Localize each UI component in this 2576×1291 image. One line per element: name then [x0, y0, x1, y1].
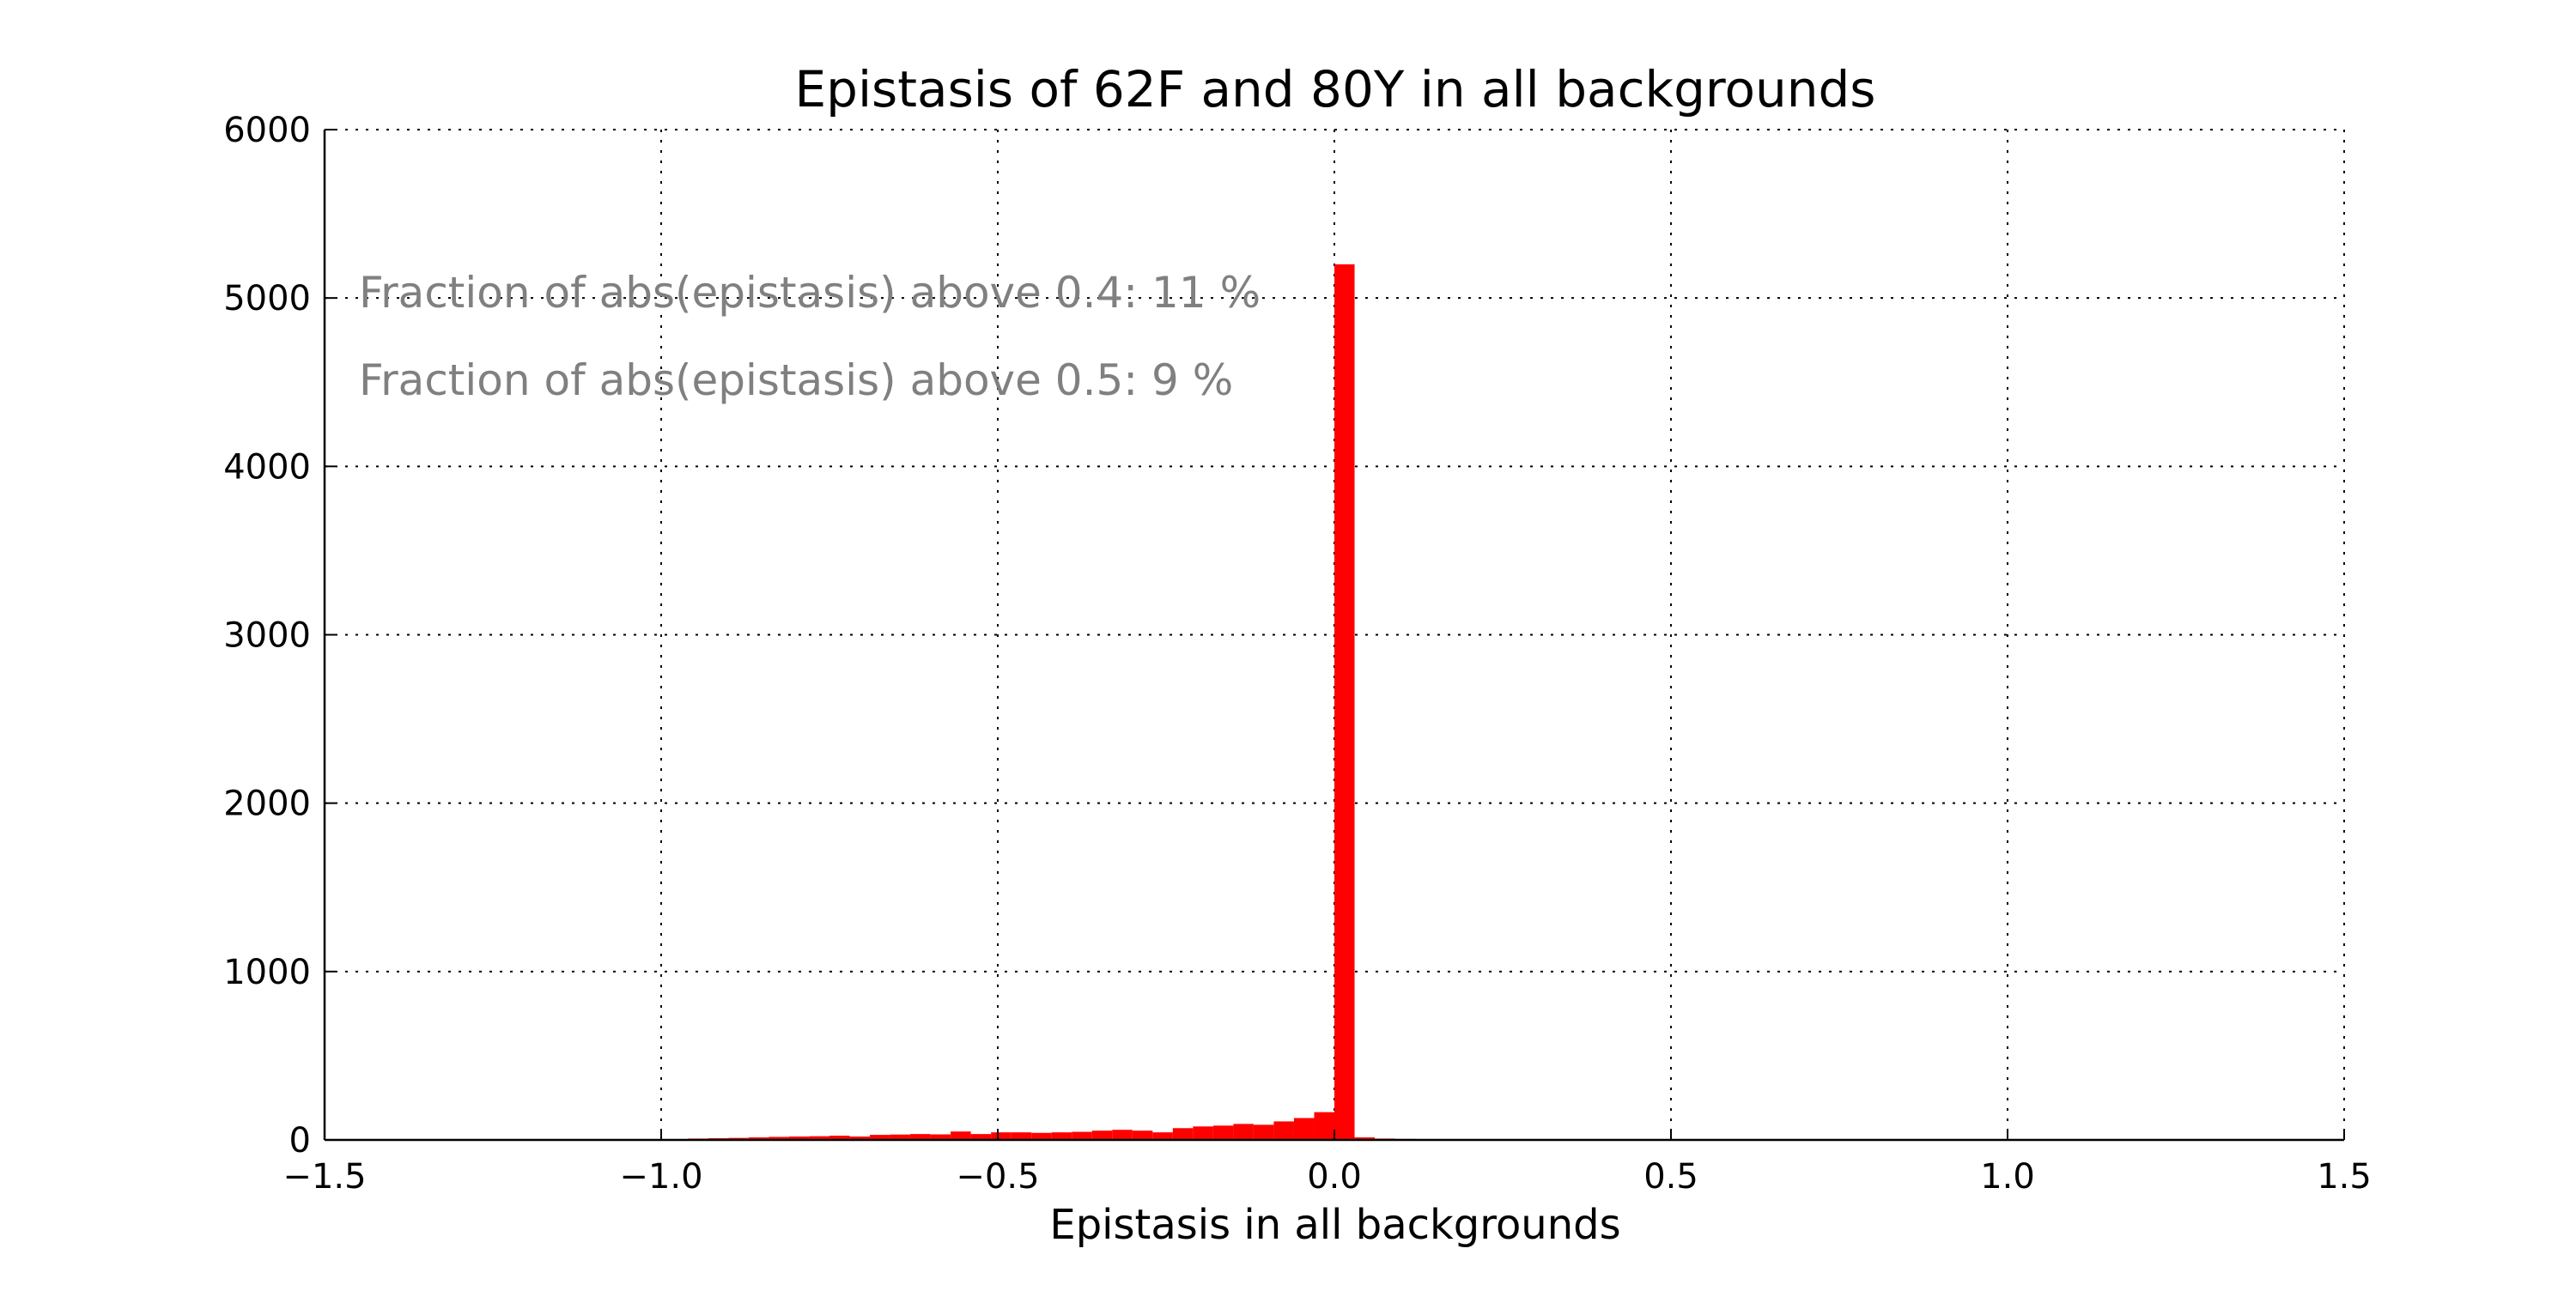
x-tick-label-2: −0.5 — [956, 1157, 1039, 1197]
x-axis-label: Epistasis in all backgrounds — [1049, 1201, 1620, 1249]
y-tick-label-2: 2000 — [223, 785, 311, 824]
histogram-bar-27 — [1233, 1124, 1254, 1140]
chart-title: Epistasis of 62F and 80Y in all backgrou… — [794, 60, 1875, 118]
ticks-layer: −1.5 −1.0 −0.5 0.0 0.5 1.0 1.5 0 1000 2000 3000 400… — [223, 111, 2372, 1197]
histogram-bar-25 — [1193, 1126, 1213, 1140]
histogram-bar-34 — [1354, 1137, 1376, 1140]
histogram-bar-19 — [1072, 1131, 1092, 1140]
histogram-bar-17 — [1031, 1132, 1052, 1140]
histogram-bar-21 — [1112, 1130, 1133, 1140]
histogram-bar-8 — [849, 1136, 871, 1140]
y-tick-label-3: 3000 — [223, 616, 311, 656]
histogram-bar-11 — [910, 1134, 931, 1140]
y-tick-label-1: 1000 — [223, 953, 311, 992]
histogram-bar-15 — [991, 1132, 1012, 1140]
histogram-bar-10 — [890, 1134, 911, 1140]
histogram-bar-3 — [748, 1137, 769, 1140]
histogram-bar-26 — [1212, 1125, 1234, 1140]
x-tick-label-4: 0.5 — [1643, 1157, 1698, 1197]
x-tick-label-0: −1.5 — [283, 1157, 366, 1197]
y-tick-label-5: 5000 — [223, 279, 311, 318]
x-tick-label-3: 0.0 — [1307, 1157, 1362, 1197]
y-tick-label-6: 6000 — [223, 111, 311, 150]
histogram-bar-7 — [829, 1136, 850, 1140]
histogram-bar-20 — [1091, 1130, 1113, 1140]
histogram-bar-4 — [769, 1136, 789, 1140]
bars-layer — [688, 264, 1456, 1140]
histogram-bar-23 — [1152, 1132, 1173, 1140]
y-tick-label-4: 4000 — [223, 447, 311, 487]
histogram-bar-31 — [1314, 1112, 1334, 1140]
histogram-bar-29 — [1273, 1121, 1294, 1140]
x-tick-label-6: 1.5 — [2317, 1157, 2372, 1197]
histogram-bar-33 — [1334, 264, 1355, 1140]
histogram-bar-24 — [1172, 1128, 1194, 1140]
annotation-fraction-0-4: Fraction of abs(epistasis) above 0.4: 11… — [359, 268, 1261, 318]
histogram-bar-18 — [1051, 1132, 1072, 1140]
histogram-bar-14 — [970, 1134, 992, 1140]
histogram-bar-5 — [788, 1136, 810, 1140]
annotation-fraction-0-5: Fraction of abs(epistasis) above 0.5: 9 … — [359, 355, 1233, 405]
histogram-bar-12 — [930, 1134, 951, 1140]
histogram-bar-13 — [951, 1131, 971, 1140]
y-tick-label-0: 0 — [289, 1121, 311, 1161]
histogram-bar-28 — [1253, 1124, 1274, 1140]
histogram-bar-6 — [809, 1136, 829, 1140]
histogram-bar-16 — [1011, 1132, 1032, 1140]
histogram-bar-30 — [1293, 1118, 1315, 1140]
x-tick-label-5: 1.0 — [1980, 1157, 2035, 1197]
histogram-bar-9 — [870, 1135, 890, 1140]
x-tick-label-1: −1.0 — [619, 1157, 702, 1197]
histogram-bar-22 — [1132, 1130, 1153, 1140]
